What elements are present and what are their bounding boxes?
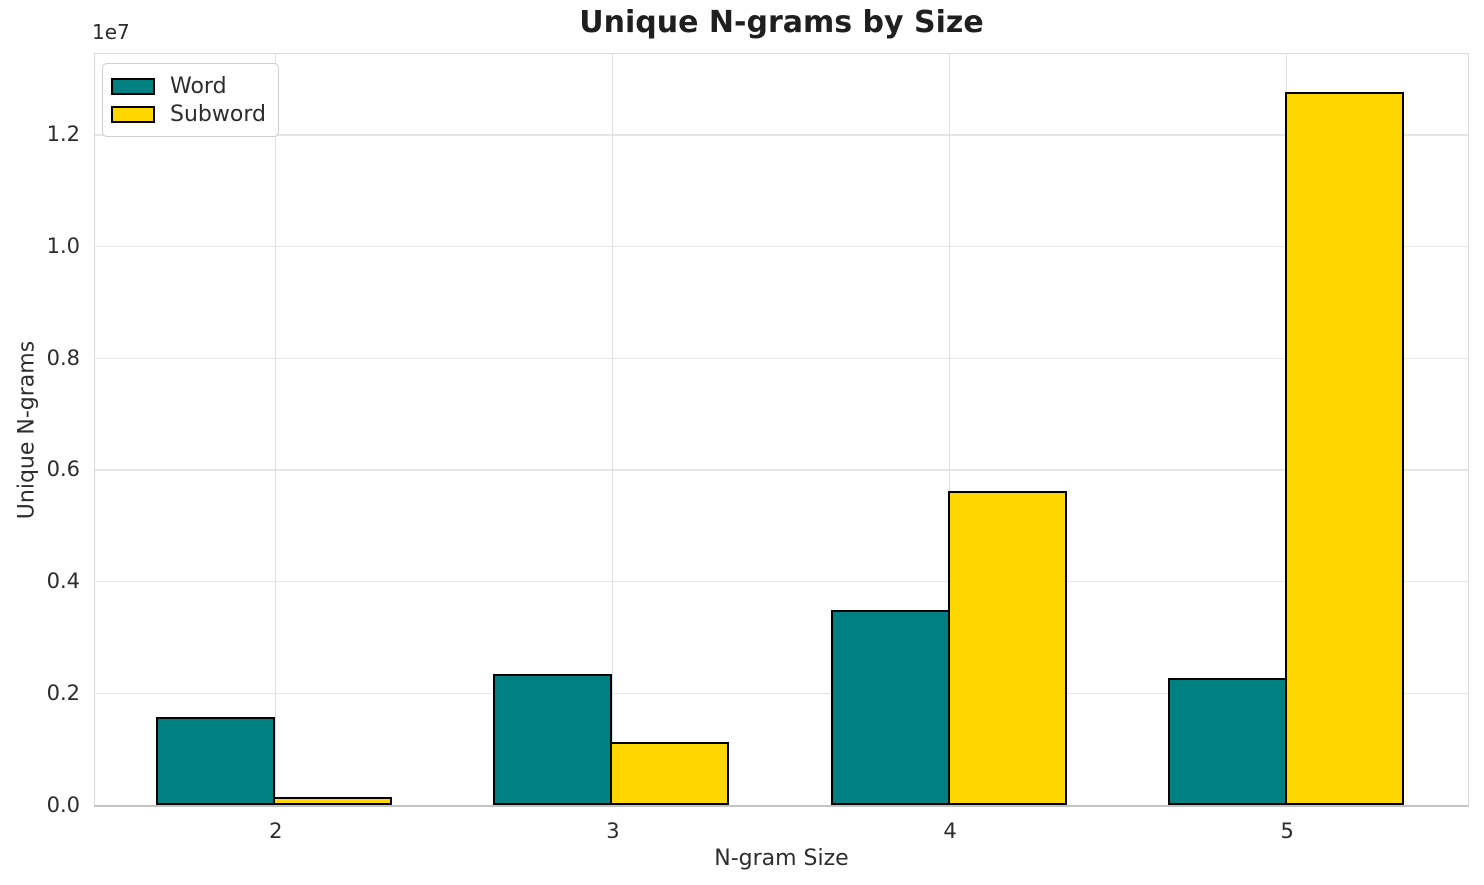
y-tick-label: 1.0 (46, 234, 80, 259)
legend-label-subword: Subword (170, 101, 266, 127)
gridline-horizontal (95, 357, 1468, 359)
gridline-horizontal (95, 469, 1468, 471)
legend-item-word: Word (111, 73, 266, 99)
gridline-vertical (611, 54, 614, 805)
plot-area (94, 53, 1469, 807)
y-axis-offset-label: 1e7 (92, 20, 130, 44)
bar-word-5 (1167, 677, 1287, 805)
y-tick-label: 0.0 (46, 792, 80, 817)
x-tick-label: 5 (1280, 819, 1294, 843)
bar-subword-3 (610, 742, 730, 805)
y-tick-label: 0.4 (46, 569, 80, 594)
x-tick-label: 4 (943, 819, 957, 843)
bar-word-2 (156, 717, 276, 805)
bar-word-4 (830, 609, 950, 805)
bar-subword-2 (273, 796, 393, 805)
legend-swatch-subword (111, 105, 155, 123)
legend-swatch-word (111, 77, 155, 95)
gridline-horizontal (95, 580, 1468, 583)
legend-label-word: Word (170, 73, 227, 99)
chart-title: Unique N-grams by Size (579, 5, 984, 40)
y-tick-label: 1.2 (46, 122, 80, 147)
legend-item-subword: Subword (111, 101, 266, 127)
gridline-vertical (948, 54, 951, 805)
x-axis-label: N-gram Size (714, 846, 849, 871)
x-tick-label: 3 (606, 819, 620, 843)
bar-subword-5 (1284, 91, 1404, 805)
y-tick-label: 0.2 (46, 680, 80, 705)
gridline-vertical (274, 54, 277, 805)
legend: Word Subword (102, 63, 279, 137)
x-tick-label: 2 (269, 819, 283, 843)
bar-subword-4 (947, 490, 1067, 805)
gridline-horizontal (95, 692, 1468, 695)
gridline-horizontal (95, 134, 1468, 136)
y-tick-label: 0.6 (46, 457, 80, 482)
y-tick-label: 0.8 (46, 345, 80, 370)
bar-word-3 (493, 673, 613, 805)
gridline-horizontal (95, 245, 1468, 248)
